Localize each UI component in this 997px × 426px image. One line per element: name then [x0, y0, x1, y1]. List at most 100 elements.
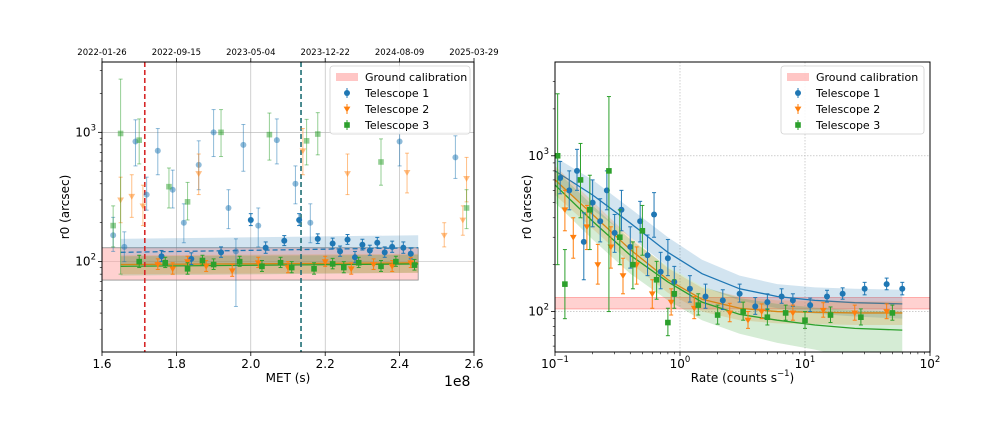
- top-date-label: 2025-03-29: [449, 48, 498, 58]
- legend-label: Telescope 2: [815, 103, 880, 116]
- data-point: [303, 138, 310, 144]
- data-point: [311, 266, 317, 272]
- data-point: [154, 262, 162, 268]
- data-point: [407, 250, 414, 257]
- data-point: [218, 129, 224, 136]
- legend-marker: [795, 122, 801, 128]
- data-point: [259, 263, 265, 270]
- legend-item-4: Telescope 3: [344, 119, 429, 132]
- data-point: [671, 291, 678, 297]
- data-point: [627, 243, 634, 250]
- data-point: [359, 241, 366, 248]
- data-point: [606, 168, 612, 174]
- data-point: [566, 187, 573, 194]
- data-point: [202, 263, 210, 270]
- x-tick-label: 10−1: [541, 355, 569, 371]
- data-point: [648, 291, 656, 298]
- legend-item-3: Telescope 2: [794, 103, 880, 116]
- legend-label: Telescope 3: [815, 119, 880, 132]
- data-point: [296, 216, 303, 223]
- data-point: [883, 309, 891, 315]
- data-point: [351, 254, 358, 261]
- data-point: [240, 141, 247, 148]
- series-telescope-1: [557, 148, 906, 315]
- data-point: [277, 259, 284, 266]
- data-point: [555, 152, 561, 159]
- legend-item-4: Telescope 3: [795, 119, 880, 132]
- data-point: [247, 216, 254, 223]
- data-point: [851, 310, 859, 317]
- legend-label: Ground calibration: [816, 71, 918, 84]
- data-point: [702, 293, 709, 300]
- x-axis-label: MET (s): [266, 371, 311, 385]
- data-point: [329, 261, 336, 267]
- data-point: [630, 261, 636, 268]
- data-point: [758, 309, 766, 315]
- legend-swatch: [787, 73, 809, 81]
- data-point: [184, 266, 191, 272]
- data-point: [218, 249, 225, 256]
- legend-item-1: Ground calibration: [336, 71, 467, 84]
- legend-marker: [343, 106, 351, 113]
- legend-marker: [794, 106, 802, 113]
- data-point: [166, 183, 172, 190]
- data-point: [195, 171, 203, 177]
- data-point: [344, 171, 351, 177]
- data-point: [292, 180, 299, 187]
- data-point: [366, 247, 373, 254]
- data-point: [789, 297, 796, 304]
- data-point: [744, 317, 752, 324]
- axes-frame: [554, 61, 931, 353]
- x-axis-label: Rate (counts s−1): [691, 369, 794, 385]
- y-tick-label: 102: [528, 303, 549, 319]
- axes-frame: [101, 61, 475, 353]
- legend-marker: [344, 90, 350, 96]
- fit-band-telescope-2: [555, 165, 903, 325]
- data-point: [388, 263, 396, 270]
- series-telescope-2: [117, 128, 470, 277]
- legend-label: Ground calibration: [365, 71, 467, 84]
- data-point: [889, 310, 896, 316]
- data-point: [158, 253, 165, 260]
- data-point: [389, 243, 396, 250]
- data-point: [587, 207, 593, 213]
- data-point: [314, 131, 321, 137]
- fit-line-telescope-3: [555, 184, 903, 331]
- data-point: [281, 237, 288, 244]
- data-point: [139, 203, 147, 210]
- data-point: [665, 319, 671, 326]
- data-point: [657, 268, 664, 275]
- legend: Ground calibration Telescope 1 Telescope 2…: [329, 65, 471, 135]
- data-point: [329, 240, 336, 247]
- x-tick-label: 2.0: [241, 357, 260, 371]
- data-point: [143, 191, 150, 198]
- data-point: [824, 293, 831, 300]
- legend-label: Telescope 1: [815, 87, 880, 100]
- data-point: [459, 217, 467, 224]
- legend: Ground calibration Telescope 1 Telescope 2…: [780, 65, 925, 135]
- data-point: [597, 218, 604, 225]
- data-point: [378, 263, 384, 270]
- series-telescope-1: [110, 109, 459, 307]
- data-point: [714, 312, 721, 318]
- data-point: [236, 258, 243, 265]
- data-point: [210, 261, 217, 268]
- x-offset-label: 1e8: [444, 374, 470, 390]
- data-point: [396, 138, 403, 145]
- fit-line-telescope-2: [120, 262, 419, 266]
- fit-line-telescope-3: [120, 263, 419, 267]
- fit-line-telescope-1: [555, 170, 903, 305]
- data-point: [314, 235, 321, 242]
- data-point: [789, 310, 797, 317]
- y-axis-label: r0 (arcsec): [520, 175, 534, 240]
- legend-item-1: Ground calibration: [787, 71, 918, 84]
- top-date-label: 2024-08-09: [375, 48, 424, 58]
- x-tick-label: 1.6: [92, 357, 111, 371]
- data-point: [819, 307, 827, 314]
- legend-item-3: Telescope 2: [343, 103, 429, 116]
- data-point: [411, 262, 418, 268]
- plot-area: [555, 62, 930, 352]
- data-point: [764, 299, 771, 306]
- data-point: [321, 259, 329, 266]
